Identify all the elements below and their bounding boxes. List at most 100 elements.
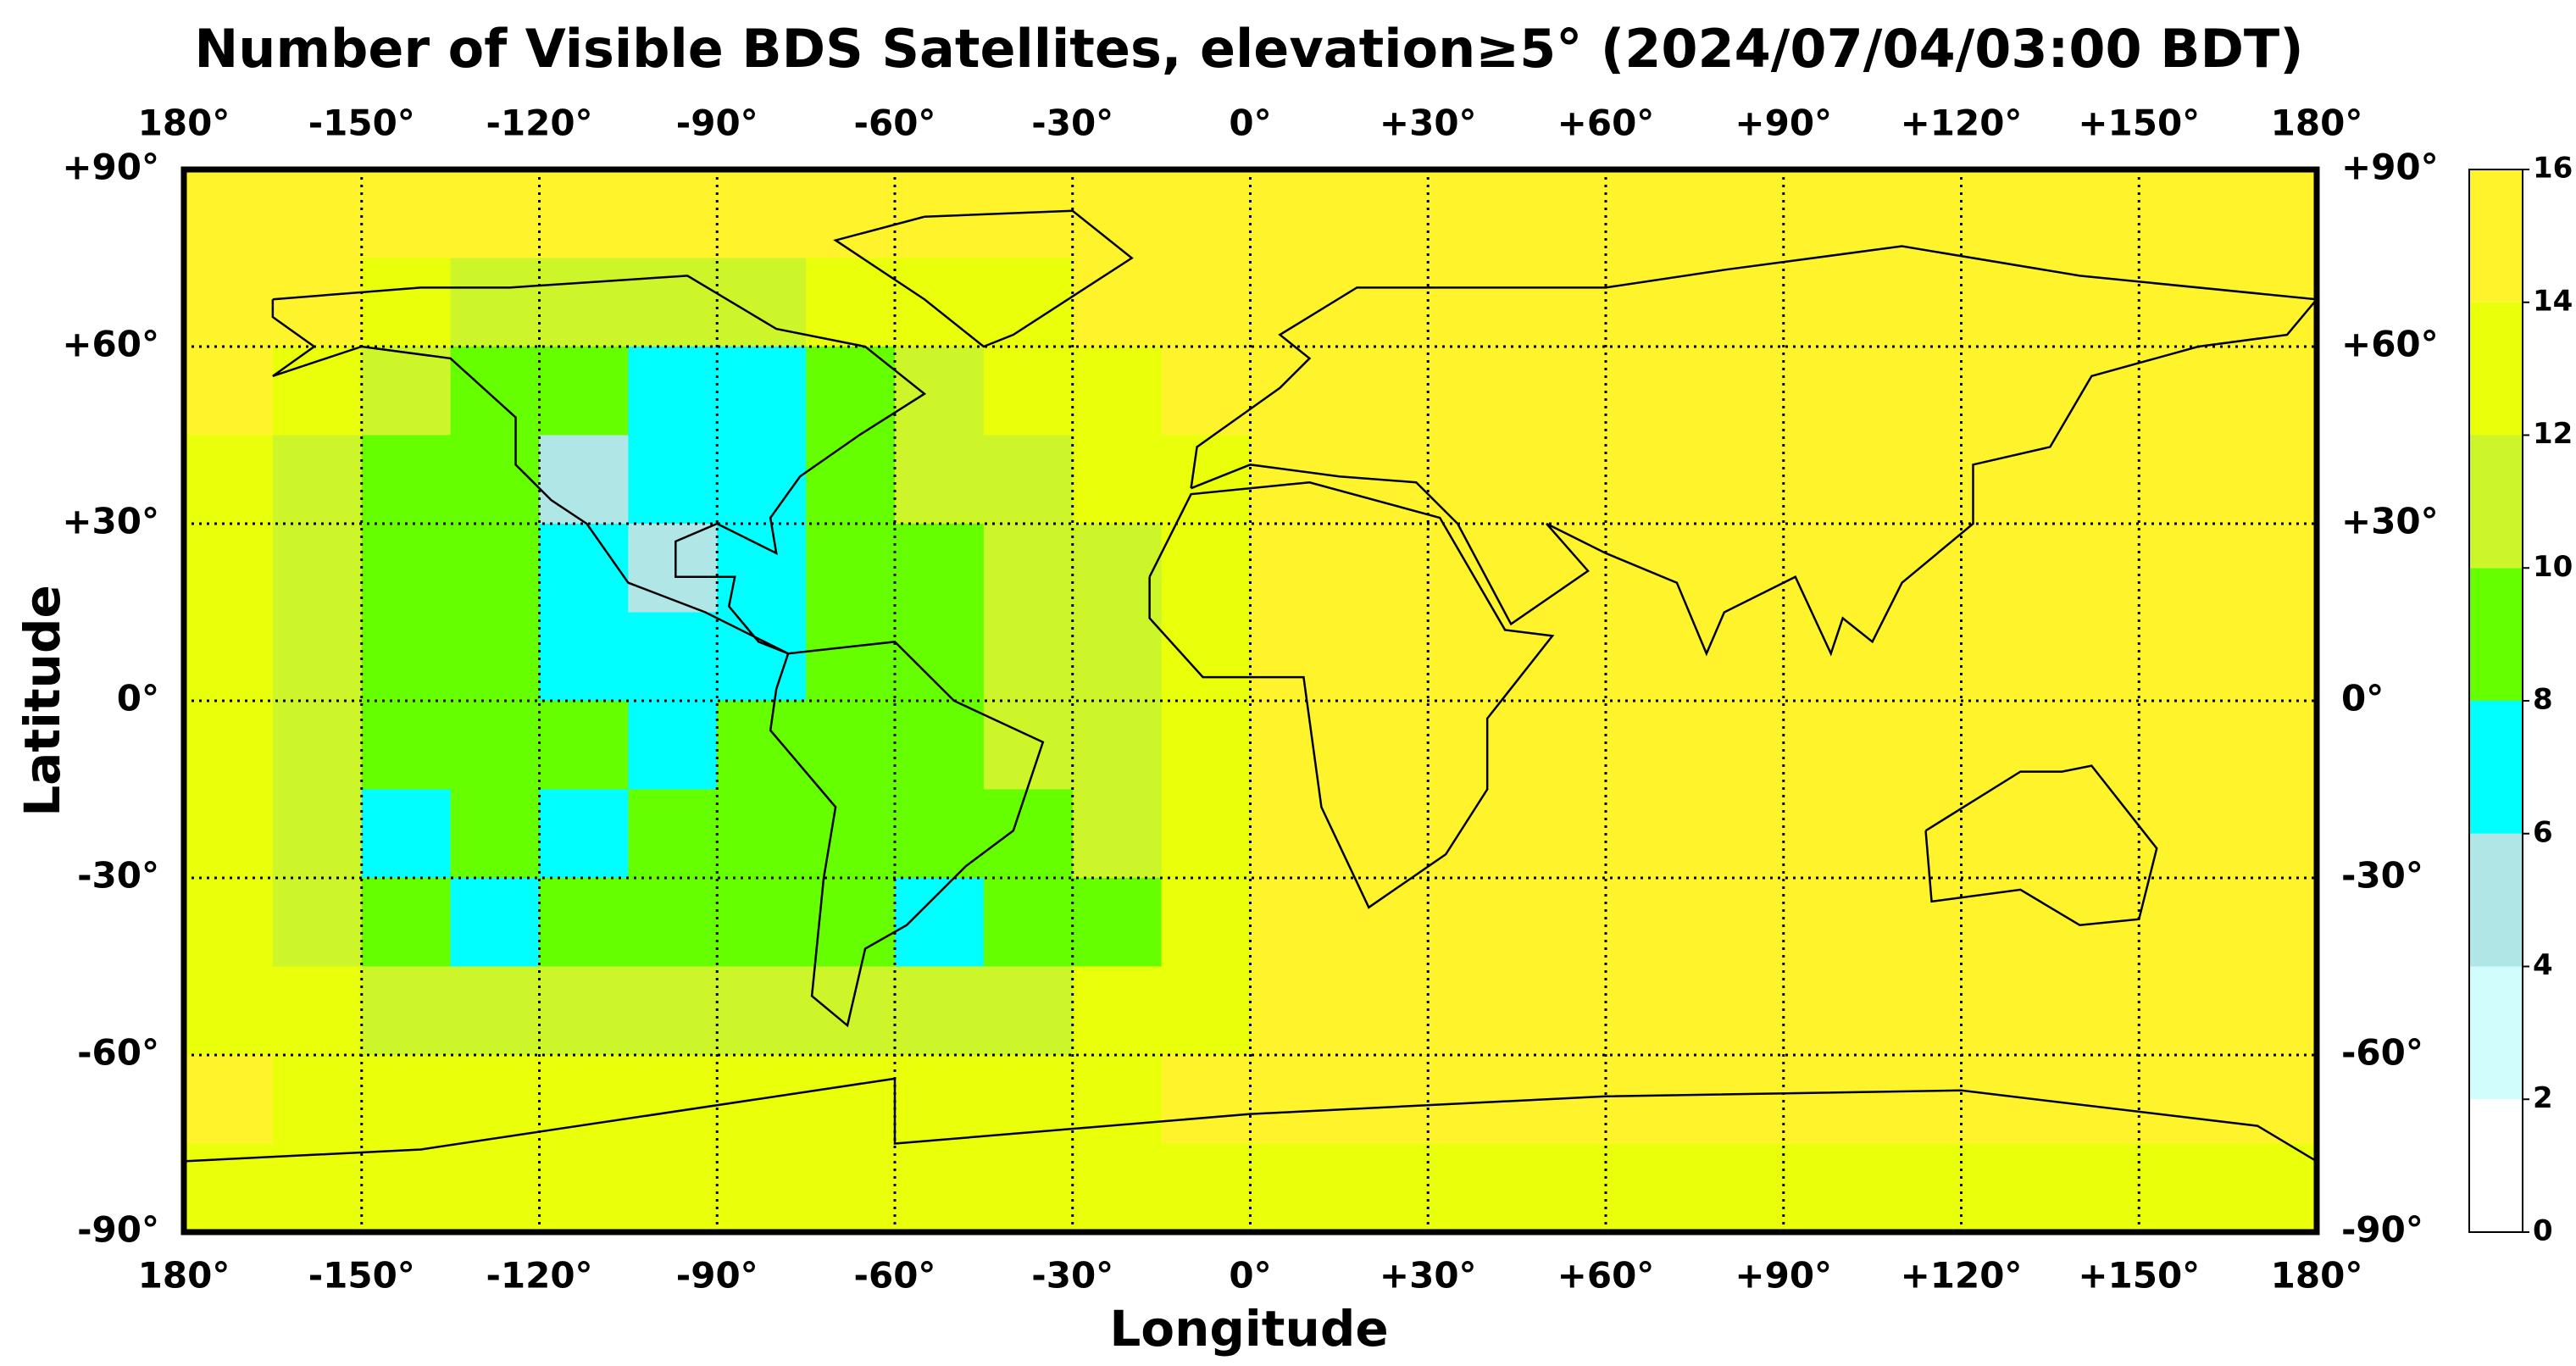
cell xyxy=(1250,878,1340,968)
cell xyxy=(272,612,363,702)
cell xyxy=(2228,347,2318,436)
cell xyxy=(2139,435,2229,525)
cell xyxy=(1428,878,1518,968)
cell xyxy=(1872,258,1963,347)
x-tick-label: +120° xyxy=(1901,103,2023,144)
cell xyxy=(1339,347,1429,436)
cell xyxy=(1250,435,1340,525)
cell xyxy=(1606,878,1696,968)
cell xyxy=(1783,1143,1874,1233)
cell xyxy=(1694,347,1785,436)
cell xyxy=(1517,258,1607,347)
colorbar-tick-label: 2 xyxy=(2533,1081,2553,1115)
cell xyxy=(2050,1055,2140,1145)
cell xyxy=(272,169,363,259)
cell xyxy=(1339,701,1429,791)
cell xyxy=(361,347,452,436)
cell xyxy=(539,878,629,968)
cell xyxy=(1161,258,1252,347)
x-tick-label: 180° xyxy=(2271,1255,2363,1297)
cell xyxy=(1606,169,1696,259)
cell xyxy=(184,966,274,1056)
cell xyxy=(1517,169,1607,259)
cell xyxy=(806,169,896,259)
cell xyxy=(717,612,807,702)
cell xyxy=(1250,612,1340,702)
x-tick-label: 0° xyxy=(1229,1255,1271,1297)
y-tick-label: -90° xyxy=(2341,1209,2423,1251)
chart-title: Number of Visible BDS Satellites, elevat… xyxy=(194,18,2303,80)
cell xyxy=(361,1143,452,1233)
x-tick-label: +30° xyxy=(1380,1255,1477,1297)
cell xyxy=(983,435,1074,525)
cell xyxy=(539,524,629,614)
cell xyxy=(1339,878,1429,968)
x-tick-label: 0° xyxy=(1229,103,1271,144)
x-tick-label: 180° xyxy=(138,103,230,144)
x-tick-label: 180° xyxy=(138,1255,230,1297)
x-tick-label: -60° xyxy=(854,103,936,144)
cell xyxy=(628,1055,718,1145)
y-tick-label: -30° xyxy=(77,855,159,897)
cell xyxy=(2139,169,2229,259)
cell xyxy=(1872,789,1963,879)
colorbar-segment xyxy=(2469,701,2523,834)
cell xyxy=(1250,701,1340,791)
y-tick-label: +90° xyxy=(2341,147,2439,188)
colorbar: 0 2 4 6 8 10 12 14 16 xyxy=(2468,152,2573,1248)
cell xyxy=(1428,169,1518,259)
cell xyxy=(983,701,1074,791)
cell xyxy=(450,524,541,614)
cell xyxy=(806,435,896,525)
cell xyxy=(1961,169,2051,259)
x-tick-label: -150° xyxy=(308,1255,415,1297)
cell xyxy=(450,878,541,968)
cell xyxy=(983,524,1074,614)
cell xyxy=(895,435,985,525)
cell xyxy=(1694,435,1785,525)
cell xyxy=(450,966,541,1056)
cell xyxy=(1694,1055,1785,1145)
colorbar-tick-label: 0 xyxy=(2533,1214,2553,1248)
cell xyxy=(361,169,452,259)
cell xyxy=(1339,524,1429,614)
cell xyxy=(1428,347,1518,436)
cell xyxy=(717,347,807,436)
cell xyxy=(272,347,363,436)
cell xyxy=(983,966,1074,1056)
coastline xyxy=(1924,764,2158,927)
cell xyxy=(1606,612,1696,702)
cell xyxy=(628,701,718,791)
cell xyxy=(184,435,274,525)
cell xyxy=(1783,435,1874,525)
cell xyxy=(2139,878,2229,968)
cell xyxy=(1517,612,1607,702)
cell xyxy=(1961,789,2051,879)
colorbar-tick-label: 10 xyxy=(2533,550,2573,584)
cell xyxy=(2139,612,2229,702)
cell xyxy=(184,878,274,968)
cell xyxy=(1517,966,1607,1056)
cell xyxy=(1161,1143,1252,1233)
cell xyxy=(1783,1055,1874,1145)
cell xyxy=(1961,1143,2051,1233)
cell xyxy=(1428,1143,1518,1233)
cell xyxy=(539,258,629,347)
cell xyxy=(895,258,985,347)
cell xyxy=(272,1143,363,1233)
cell xyxy=(1161,789,1252,879)
cell xyxy=(1161,701,1252,791)
cell xyxy=(1161,347,1252,436)
cell xyxy=(1961,701,2051,791)
cell xyxy=(2228,435,2318,525)
cell xyxy=(1783,347,1874,436)
cell xyxy=(1428,1055,1518,1145)
cell xyxy=(184,701,274,791)
cell xyxy=(895,789,985,879)
y-tick-label: +30° xyxy=(62,501,159,542)
cell xyxy=(1872,1143,1963,1233)
cell xyxy=(1072,524,1163,614)
cell xyxy=(1694,789,1785,879)
cell xyxy=(1694,966,1785,1056)
